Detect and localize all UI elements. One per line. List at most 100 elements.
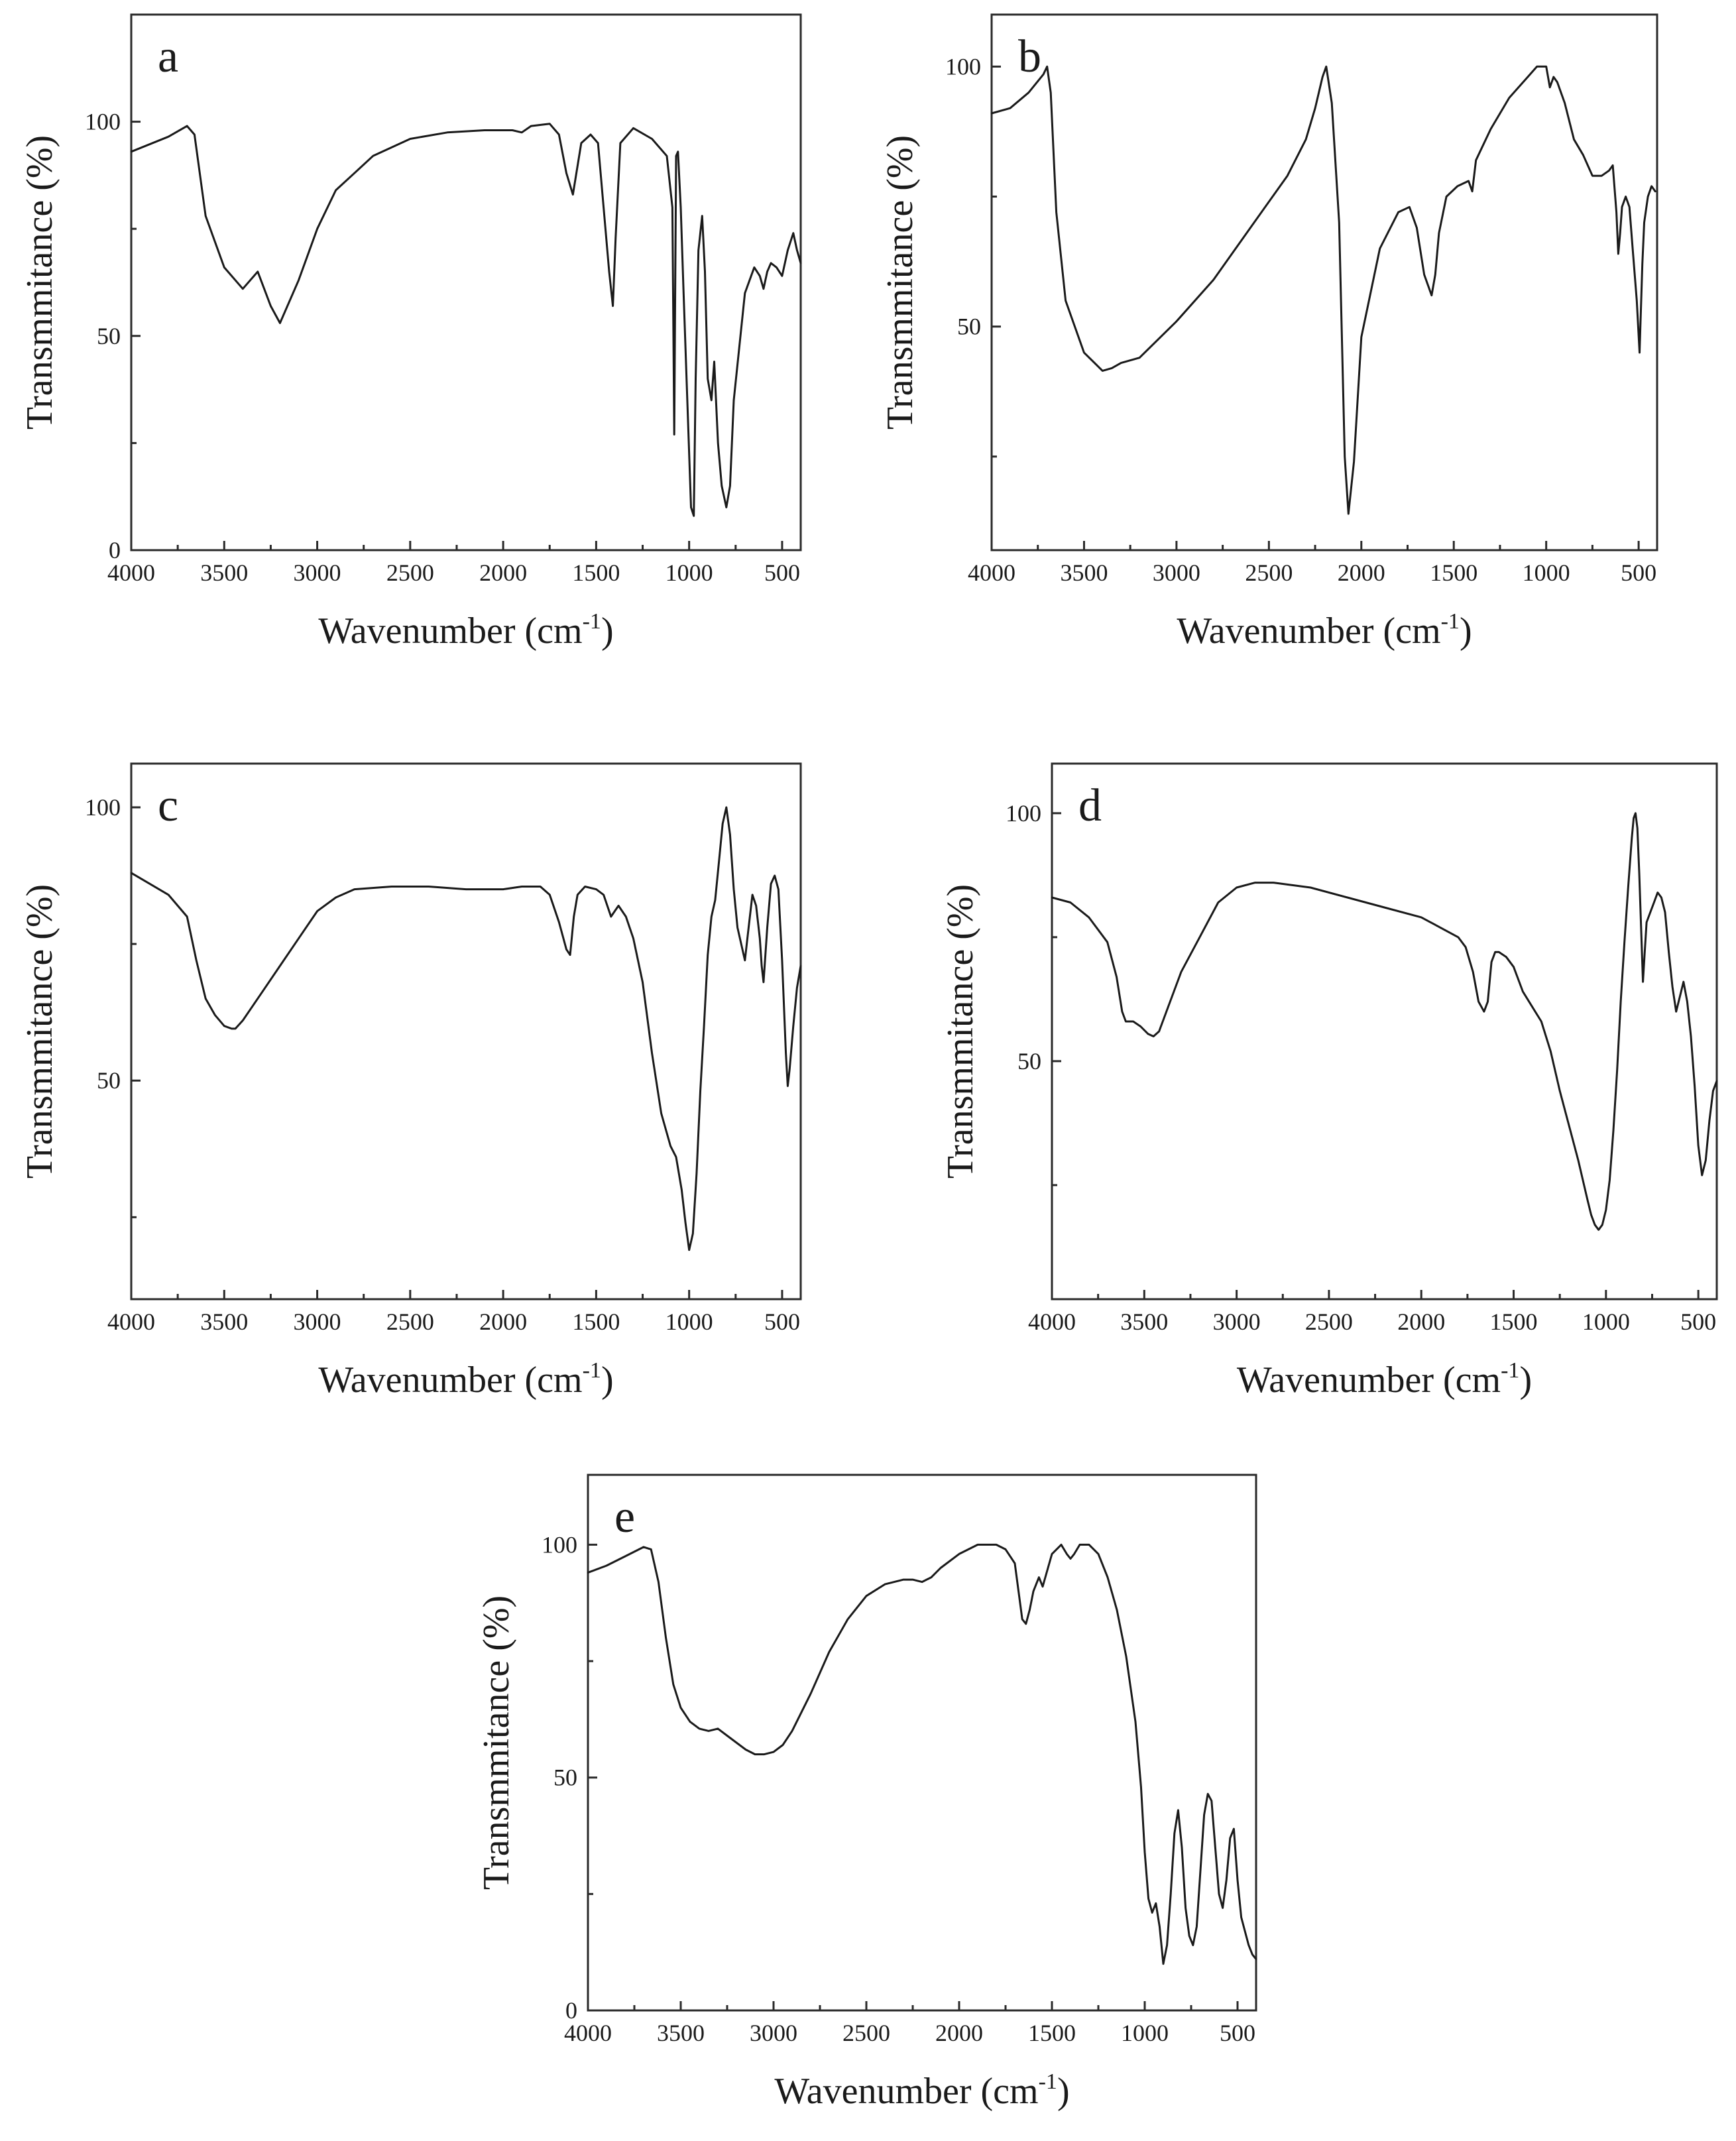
data-point — [1483, 1011, 1485, 1012]
data-point — [632, 938, 634, 939]
data-point — [1712, 1090, 1714, 1092]
data-point — [782, 1744, 783, 1746]
spectrum-line-d — [1051, 812, 1718, 1231]
data-point — [1188, 1935, 1190, 1937]
data-point — [773, 1751, 774, 1753]
data-point — [764, 1753, 765, 1755]
x-tick-label: 2500 — [842, 2020, 890, 2046]
data-point — [1632, 253, 1634, 255]
data-point — [1434, 274, 1436, 276]
data-point — [713, 361, 715, 363]
data-point — [1639, 352, 1641, 353]
data-point — [1716, 1080, 1717, 1082]
data-point — [584, 886, 586, 888]
x-tick-label: 2000 — [935, 2020, 983, 2046]
data-point — [573, 916, 575, 917]
data-point — [512, 129, 513, 131]
data-point — [766, 927, 768, 929]
data-point — [736, 1742, 737, 1743]
data-point — [1244, 1930, 1245, 1932]
y-tick-label: 100 — [85, 794, 121, 821]
data-point — [1070, 901, 1071, 903]
data-point — [711, 400, 713, 401]
data-point — [530, 125, 532, 127]
data-point — [1196, 1926, 1198, 1928]
data-point — [131, 151, 132, 152]
data-point — [1683, 981, 1684, 982]
data-point — [1591, 175, 1593, 177]
data-point — [1079, 1544, 1080, 1546]
data-point — [766, 271, 768, 272]
data-point — [1132, 1021, 1134, 1022]
x-tick-label: 4000 — [1028, 1308, 1076, 1335]
data-point — [1185, 1907, 1186, 1909]
data-point — [1135, 1721, 1136, 1723]
data-point — [447, 132, 448, 133]
x-axis-title-superscript: -1 — [1441, 609, 1460, 634]
data-point — [1616, 1070, 1618, 1072]
x-tick-label: 3500 — [1120, 1308, 1168, 1335]
x-axis-title-superscript: -1 — [583, 609, 601, 634]
data-point — [1230, 1837, 1231, 1839]
panel-label: e — [614, 1491, 635, 1542]
data-point — [693, 515, 695, 517]
data-point — [1066, 1553, 1068, 1555]
data-point — [615, 237, 616, 238]
data-point — [781, 960, 783, 961]
data-point — [1635, 813, 1637, 814]
x-tick-label: 2000 — [479, 559, 527, 586]
data-point — [677, 151, 679, 152]
data-point — [565, 949, 567, 951]
data-point — [1139, 1025, 1141, 1027]
data-point — [1608, 170, 1610, 172]
data-point — [1641, 263, 1643, 265]
data-point — [603, 207, 605, 208]
x-tick-label: 1500 — [1028, 2020, 1076, 2046]
data-point — [717, 442, 719, 444]
data-point — [1701, 1175, 1703, 1176]
data-point — [726, 807, 727, 808]
data-point — [597, 143, 599, 144]
y-tick-label: 50 — [553, 1765, 577, 1791]
data-point — [778, 888, 780, 890]
data-point — [697, 249, 699, 251]
data-point — [1438, 232, 1440, 234]
data-point — [569, 954, 571, 956]
data-point — [1472, 971, 1474, 972]
data-point — [1657, 892, 1658, 894]
data-point — [484, 129, 485, 131]
y-tick-label: 0 — [565, 1997, 577, 2024]
data-point — [1653, 901, 1655, 903]
data-point — [1211, 1800, 1212, 1802]
data-point — [1540, 1021, 1542, 1022]
x-tick-label: 2000 — [1397, 1308, 1445, 1335]
data-point — [1106, 941, 1108, 943]
data-point — [279, 322, 281, 324]
data-point — [521, 132, 522, 133]
data-point — [754, 266, 755, 268]
data-point — [736, 927, 738, 929]
data-point — [1073, 1553, 1075, 1555]
data-point — [715, 899, 716, 901]
data-point — [1305, 139, 1306, 141]
data-point — [1166, 1944, 1168, 1946]
data-point — [1163, 1963, 1164, 1965]
data-point — [1273, 882, 1275, 884]
data-point — [718, 861, 720, 863]
data-point — [1617, 253, 1619, 255]
data-point — [1158, 1031, 1160, 1032]
data-point — [1633, 817, 1635, 819]
data-point — [1344, 456, 1346, 457]
data-point — [650, 1548, 652, 1550]
data-point — [1055, 211, 1057, 213]
data-point — [549, 123, 551, 125]
data-point — [996, 1544, 997, 1546]
y-tick-label: 100 — [945, 53, 981, 80]
data-point — [643, 1546, 644, 1548]
data-point — [205, 998, 207, 1000]
data-point — [1709, 1120, 1710, 1122]
data-point — [1475, 159, 1477, 161]
data-point — [1144, 1851, 1145, 1853]
data-point — [1326, 66, 1327, 68]
spectrum-line-a — [130, 123, 802, 517]
